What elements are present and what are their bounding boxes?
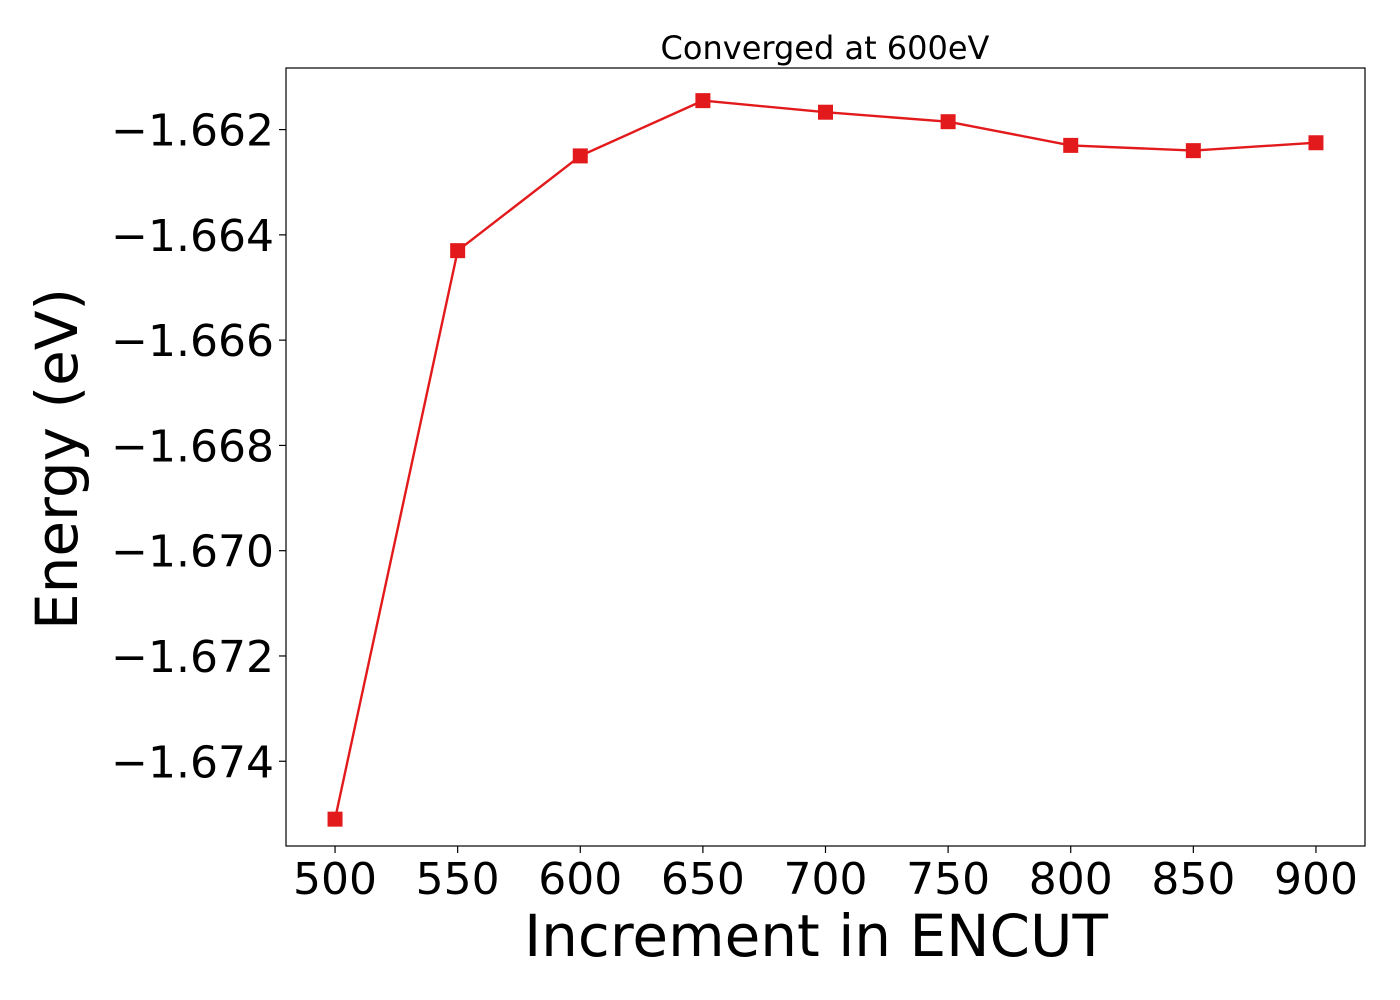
y-tick-label: −1.670 bbox=[111, 527, 274, 578]
data-point-marker bbox=[1185, 143, 1201, 159]
plot-area-frame bbox=[285, 67, 1366, 847]
y-tick-label: −1.664 bbox=[111, 211, 274, 262]
x-tick-label: 800 bbox=[1029, 854, 1113, 905]
series-line bbox=[333, 99, 1317, 820]
x-axis-label: Increment in ENCUT bbox=[524, 902, 1108, 970]
data-point-marker bbox=[695, 93, 711, 109]
x-tick-label: 650 bbox=[661, 854, 745, 905]
x-tick-label: 700 bbox=[784, 854, 868, 905]
x-tick-label: 550 bbox=[416, 854, 500, 905]
data-point-marker bbox=[327, 811, 343, 827]
y-tick-label: −1.662 bbox=[111, 106, 274, 157]
x-tick-label: 900 bbox=[1274, 854, 1358, 905]
y-axis-ticks: −1.662 −1.664 −1.666 −1.668 −1.670 −1.672 −1.6… bbox=[111, 106, 286, 788]
y-tick-label: −1.672 bbox=[111, 632, 274, 683]
y-axis-label: Energy (eV) bbox=[23, 288, 91, 630]
data-point-marker bbox=[572, 148, 588, 164]
x-axis-ticks: 500 550 600 650 700 750 800 850 900 bbox=[293, 846, 1358, 905]
data-point-marker bbox=[450, 243, 466, 259]
chart-title: Converged at 600eV bbox=[661, 29, 990, 67]
y-tick-label: −1.668 bbox=[111, 421, 274, 472]
data-point-marker bbox=[818, 104, 833, 120]
data-point-marker bbox=[1063, 137, 1079, 153]
data-point-marker bbox=[1308, 135, 1324, 151]
y-tick-label: −1.674 bbox=[111, 737, 274, 788]
x-tick-label: 750 bbox=[906, 854, 990, 905]
data-point-marker bbox=[940, 114, 956, 130]
x-tick-label: 600 bbox=[538, 854, 622, 905]
y-tick-label: −1.666 bbox=[111, 316, 274, 367]
energy-series bbox=[327, 93, 1324, 827]
x-tick-label: 850 bbox=[1151, 854, 1235, 905]
x-tick-label: 500 bbox=[293, 854, 377, 905]
